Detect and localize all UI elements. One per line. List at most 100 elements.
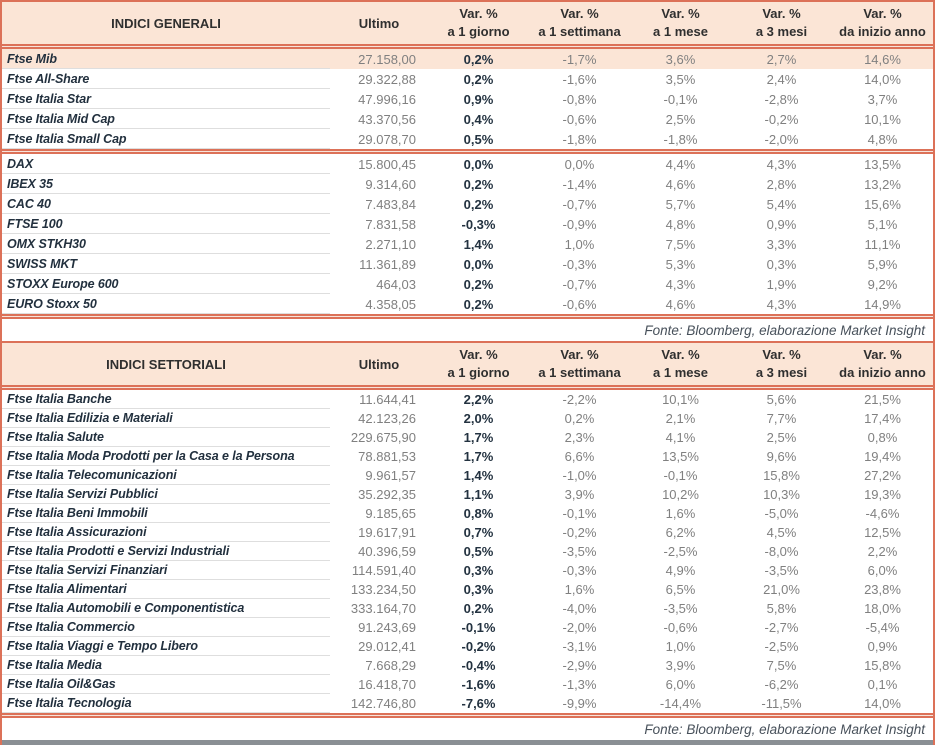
table-row: Ftse All-Share 29.322,88 0,2% -1,6% 3,5% 2,4%… (2, 69, 933, 89)
var-1w-value: -1,6% (562, 71, 597, 87)
var-ytd-value: 18,0% (864, 601, 901, 616)
table-row: Ftse Italia Small Cap 29.078,70 0,5% -1,8% -… (2, 129, 933, 149)
column-header-ultimo: Ultimo (358, 356, 400, 372)
var-ytd-value: 0,1% (867, 677, 898, 692)
var-3m-value: 4,3% (766, 156, 797, 172)
table-row: Ftse Italia Prodotti e Servizi Industria… (2, 542, 933, 561)
var-1w-value: -0,8% (562, 91, 597, 107)
ultimo-value: 43.370,56 (358, 111, 416, 127)
var-1d-value: 0,3% (463, 563, 494, 578)
var-1d-value: 0,5% (463, 131, 494, 147)
var-1w-value: 0,0% (564, 156, 595, 172)
var-1d-value: 0,0% (463, 156, 494, 172)
var-3m-value: -0,2% (764, 111, 799, 127)
ultimo-value: 333.164,70 (350, 601, 416, 616)
var-ytd-value: 15,8% (864, 658, 901, 673)
ultimo-value: 7.668,29 (365, 658, 416, 673)
column-header-var-3m: Var. % a 3 mesi (731, 5, 832, 41)
table-row: Ftse Italia Edilizia e Materiali 42.123,2… (2, 409, 933, 428)
var-1w-value: -0,2% (562, 525, 597, 540)
index-rows-europe: DAX 15.800,45 0,0% 0,0% 4,4% 4,3% 13,5% IBEX 35… (2, 154, 933, 314)
column-header-line1: Var. % (863, 347, 902, 362)
index-name: Ftse Italia Salute (2, 428, 330, 447)
var-ytd-value: 12,5% (864, 525, 901, 540)
var-3m-value: 21,0% (763, 582, 800, 597)
var-1m-value: 3,6% (665, 51, 696, 67)
var-1d-value: 0,3% (463, 582, 494, 597)
var-1m-value: 3,5% (665, 71, 696, 87)
ultimo-value: 11.644,41 (359, 392, 416, 407)
var-1w-value: 6,6% (564, 449, 595, 464)
column-header-line1: Var. % (661, 6, 700, 21)
ultimo-value: 29.322,88 (358, 71, 416, 87)
var-1d-value: 1,4% (463, 236, 494, 252)
table-row: Ftse Italia Banche 11.644,41 2,2% -2,2% 10,1… (2, 390, 933, 409)
index-name: Ftse Italia Commercio (2, 618, 330, 637)
column-header-line1: Var. % (762, 6, 801, 21)
var-1m-value: 5,7% (665, 196, 696, 212)
var-3m-value: -2,0% (764, 131, 799, 147)
var-1w-value: -2,9% (562, 658, 597, 673)
var-1d-value: 0,2% (463, 296, 494, 312)
var-1w-value: -0,6% (562, 296, 597, 312)
table-header-row: INDICI SETTORIALI Ultimo Var. % a 1 gior… (2, 341, 933, 385)
ultimo-value: 9.314,60 (365, 176, 416, 192)
column-header-line2: a 1 giorno (447, 365, 510, 380)
var-3m-value: 7,7% (766, 411, 797, 426)
table-row: Ftse Italia Mid Cap 43.370,56 0,4% -0,6% 2,5… (2, 109, 933, 129)
var-ytd-value: 11,1% (864, 236, 901, 252)
var-1w-value: -1,7% (562, 51, 597, 67)
var-1w-value: -2,0% (562, 620, 597, 635)
table-title: INDICI GENERALI (111, 15, 221, 31)
var-1w-value: -0,3% (562, 256, 597, 272)
var-1d-value: -0,2% (461, 639, 496, 654)
index-name: Ftse Mib (2, 49, 330, 69)
column-header-line1: Var. % (459, 6, 498, 21)
var-1d-value: -0,3% (461, 216, 496, 232)
ultimo-value: 47.996,16 (358, 91, 416, 107)
bottom-edge-bar (2, 740, 933, 745)
sector-index-rows: Ftse Italia Banche 11.644,41 2,2% -2,2% 10,1… (2, 390, 933, 713)
column-header-line1: Var. % (863, 6, 902, 21)
ultimo-value: 114.591,40 (351, 563, 416, 578)
column-header-var-1w: Var. % a 1 settimana (529, 346, 630, 382)
ultimo-value: 15.800,45 (358, 156, 416, 172)
var-1w-value: -9,9% (562, 696, 597, 711)
double-rule-divider (2, 713, 933, 718)
var-ytd-value: 2,2% (867, 544, 898, 559)
var-1m-value: 3,9% (665, 658, 696, 673)
var-1m-value: 1,6% (665, 506, 696, 521)
var-3m-value: 9,6% (766, 449, 797, 464)
var-1d-value: 1,4% (463, 468, 494, 483)
var-1w-value: 0,2% (564, 411, 595, 426)
var-1d-value: 0,0% (463, 256, 494, 272)
table-title: INDICI SETTORIALI (106, 356, 226, 372)
ultimo-value: 42.123,26 (358, 411, 416, 426)
var-ytd-value: 13,5% (864, 156, 901, 172)
ultimo-value: 7.831,58 (365, 216, 416, 232)
table-row: DAX 15.800,45 0,0% 0,0% 4,4% 4,3% 13,5% (2, 154, 933, 174)
var-1w-value: -4,0% (562, 601, 597, 616)
var-1d-value: 0,5% (463, 544, 494, 559)
ultimo-value: 40.396,59 (358, 544, 416, 559)
index-name: Ftse Italia Alimentari (2, 580, 330, 599)
var-ytd-value: 21,5% (864, 392, 901, 407)
column-header-line2: a 1 settimana (538, 365, 621, 380)
column-header-ultimo: Ultimo (358, 15, 400, 31)
var-1d-value: 0,8% (463, 506, 494, 521)
var-1m-value: 6,0% (665, 677, 696, 692)
index-name: Ftse Italia Servizi Pubblici (2, 485, 330, 504)
var-1w-value: -0,1% (562, 506, 597, 521)
index-name: Ftse Italia Viaggi e Tempo Libero (2, 637, 330, 656)
table-row: FTSE 100 7.831,58 -0,3% -0,9% 4,8% 0,9% 5,1% (2, 214, 933, 234)
index-name: Ftse Italia Oil&Gas (2, 675, 330, 694)
table-row: Ftse Italia Viaggi e Tempo Libero 29.012,… (2, 637, 933, 656)
var-ytd-value: 0,8% (867, 430, 898, 445)
var-3m-value: -2,7% (764, 620, 799, 635)
column-header-var-1d: Var. % a 1 giorno (428, 5, 529, 41)
index-name: Ftse Italia Servizi Finanziari (2, 561, 330, 580)
var-ytd-value: 19,3% (864, 487, 901, 502)
index-name: Ftse Italia Moda Prodotti per la Casa e … (2, 447, 330, 466)
table-row: Ftse Italia Alimentari 133.234,50 0,3% 1,6%… (2, 580, 933, 599)
